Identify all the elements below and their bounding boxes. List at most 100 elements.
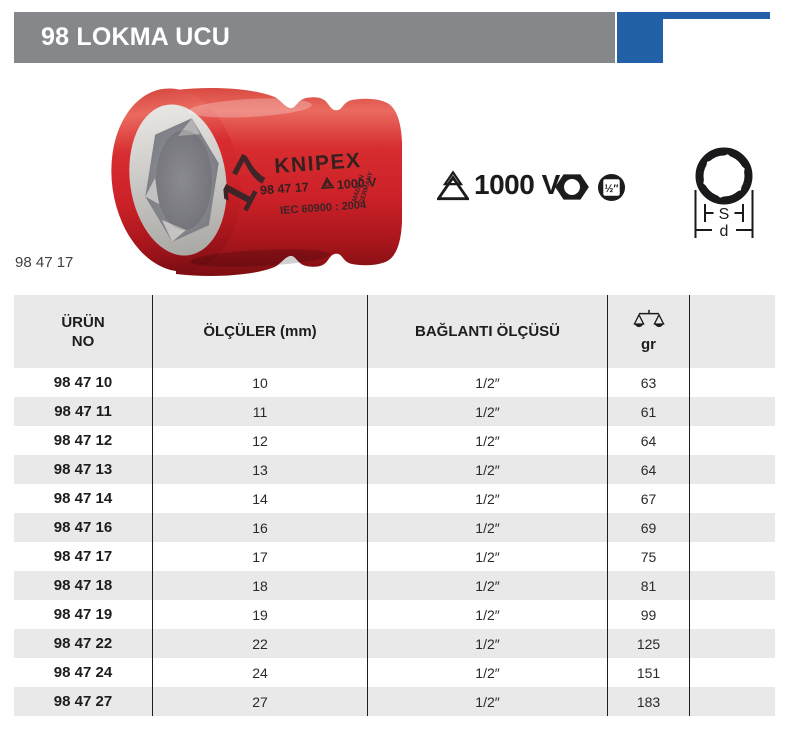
table-row: 98 47 19 19 1/2″ 99 — [14, 600, 775, 629]
body-shadow — [190, 249, 330, 267]
cell-weight: 64 — [608, 426, 690, 455]
accent-block — [617, 12, 663, 63]
cell-product-no: 98 47 14 — [14, 484, 153, 513]
header-product-no: ÜRÜN NO — [14, 295, 153, 368]
cell-weight: 99 — [608, 600, 690, 629]
cell-empty — [690, 571, 775, 600]
mini-insulation-icon — [320, 176, 335, 190]
insulated-1000v-icon — [437, 170, 469, 201]
cell-product-no: 98 47 11 — [14, 397, 153, 426]
cell-product-no: 98 47 17 — [14, 542, 153, 571]
cell-weight: 75 — [608, 542, 690, 571]
table-body: 98 47 10 10 1/2″ 63 98 47 11 11 1/2″ 61 98 47 12… — [14, 368, 775, 716]
cell-product-no: 98 47 27 — [14, 687, 153, 716]
cell-size-mm: 13 — [153, 455, 368, 484]
cell-empty — [690, 455, 775, 484]
diagram-ring — [695, 147, 753, 205]
cell-weight: 63 — [608, 368, 690, 397]
cell-weight: 151 — [608, 658, 690, 687]
mini-insulation-icon-inner — [323, 180, 332, 187]
product-table: ÜRÜN NO ÖLÇÜLER (mm) BAĞLANTI ÖLÇÜSÜ gr — [14, 295, 775, 716]
cell-drive: 1/2″ — [368, 455, 608, 484]
cell-weight: 67 — [608, 484, 690, 513]
cell-size-mm: 14 — [153, 484, 368, 513]
dimension-diagram: S d — [694, 147, 754, 240]
cell-size-mm: 24 — [153, 658, 368, 687]
weight-unit-label: gr — [641, 336, 656, 353]
cell-size-mm: 22 — [153, 629, 368, 658]
table-row: 98 47 16 16 1/2″ 69 — [14, 513, 775, 542]
cell-weight: 69 — [608, 513, 690, 542]
table-row: 98 47 12 12 1/2″ 64 — [14, 426, 775, 455]
page-title-bar: 98 LOKMA UCU — [14, 12, 615, 63]
cell-weight: 64 — [608, 455, 690, 484]
cell-drive: 1/2″ — [368, 629, 608, 658]
hex-inner-shadow — [156, 130, 212, 230]
table-row: 98 47 11 11 1/2″ 61 — [14, 397, 775, 426]
cell-drive: 1/2″ — [368, 513, 608, 542]
cell-drive: 1/2″ — [368, 687, 608, 716]
cell-empty — [690, 397, 775, 426]
cell-size-mm: 17 — [153, 542, 368, 571]
cell-size-mm: 16 — [153, 513, 368, 542]
body-highlight — [188, 98, 312, 118]
table-row: 98 47 13 13 1/2″ 64 — [14, 455, 775, 484]
cell-product-no: 98 47 13 — [14, 455, 153, 484]
cell-size-mm: 27 — [153, 687, 368, 716]
cell-empty — [690, 542, 775, 571]
diagram-hex-hole — [703, 154, 745, 198]
hex-highlight — [162, 220, 186, 242]
dimension-lines — [694, 190, 754, 238]
table-row: 98 47 18 18 1/2″ 81 — [14, 571, 775, 600]
cell-weight: 61 — [608, 397, 690, 426]
socket-hex-recess — [145, 118, 219, 242]
flats-dimension-label: S — [719, 206, 730, 223]
hex-highlight — [178, 118, 200, 136]
cell-drive: 1/2″ — [368, 397, 608, 426]
cell-empty — [690, 658, 775, 687]
cell-empty — [690, 600, 775, 629]
cell-size-mm: 19 — [153, 600, 368, 629]
cell-empty — [690, 484, 775, 513]
accent-strip — [663, 12, 770, 19]
header-drive: BAĞLANTI ÖLÇÜSÜ — [368, 295, 608, 368]
hex-highlight — [145, 178, 159, 204]
cell-weight: 81 — [608, 571, 690, 600]
product-photo-socket: 17 KNIPEX 98 47 17 1000 V IEC 60900 : 20… — [111, 88, 402, 276]
cell-product-no: 98 47 22 — [14, 629, 153, 658]
cell-product-no: 98 47 24 — [14, 658, 153, 687]
cell-drive: 1/2″ — [368, 484, 608, 513]
cell-drive: 1/2″ — [368, 600, 608, 629]
cell-size-mm: 11 — [153, 397, 368, 426]
table-row: 98 47 24 24 1/2″ 151 — [14, 658, 775, 687]
cell-empty — [690, 629, 775, 658]
cell-product-no: 98 47 18 — [14, 571, 153, 600]
table-row: 98 47 10 10 1/2″ 63 — [14, 368, 775, 397]
table-header-row: ÜRÜN NO ÖLÇÜLER (mm) BAĞLANTI ÖLÇÜSÜ gr — [14, 295, 775, 368]
header-empty — [690, 295, 775, 368]
cell-drive: 1/2″ — [368, 571, 608, 600]
cell-weight: 183 — [608, 687, 690, 716]
table-row: 98 47 17 17 1/2″ 75 — [14, 542, 775, 571]
cell-size-mm: 10 — [153, 368, 368, 397]
page-title: 98 LOKMA UCU — [41, 23, 230, 51]
cell-empty — [690, 426, 775, 455]
header-weight: gr — [608, 295, 690, 368]
cell-drive: 1/2″ — [368, 542, 608, 571]
cell-drive: 1/2″ — [368, 368, 608, 397]
cell-empty — [690, 687, 775, 716]
hex-socket-icon — [555, 174, 589, 200]
socket-voltage: 1000 V — [336, 175, 377, 192]
half-inch-label: ½″ — [605, 183, 619, 195]
voltage-rating-label: 1000 V — [474, 169, 560, 200]
socket-code: 98 47 17 — [260, 180, 310, 197]
cell-empty — [690, 513, 775, 542]
cell-product-no: 98 47 10 — [14, 368, 153, 397]
cell-size-mm: 12 — [153, 426, 368, 455]
cell-drive: 1/2″ — [368, 658, 608, 687]
weight-scale-icon — [632, 309, 665, 328]
header-dimensions: ÖLÇÜLER (mm) — [153, 295, 368, 368]
cell-product-no: 98 47 12 — [14, 426, 153, 455]
table-row: 98 47 14 14 1/2″ 67 — [14, 484, 775, 513]
